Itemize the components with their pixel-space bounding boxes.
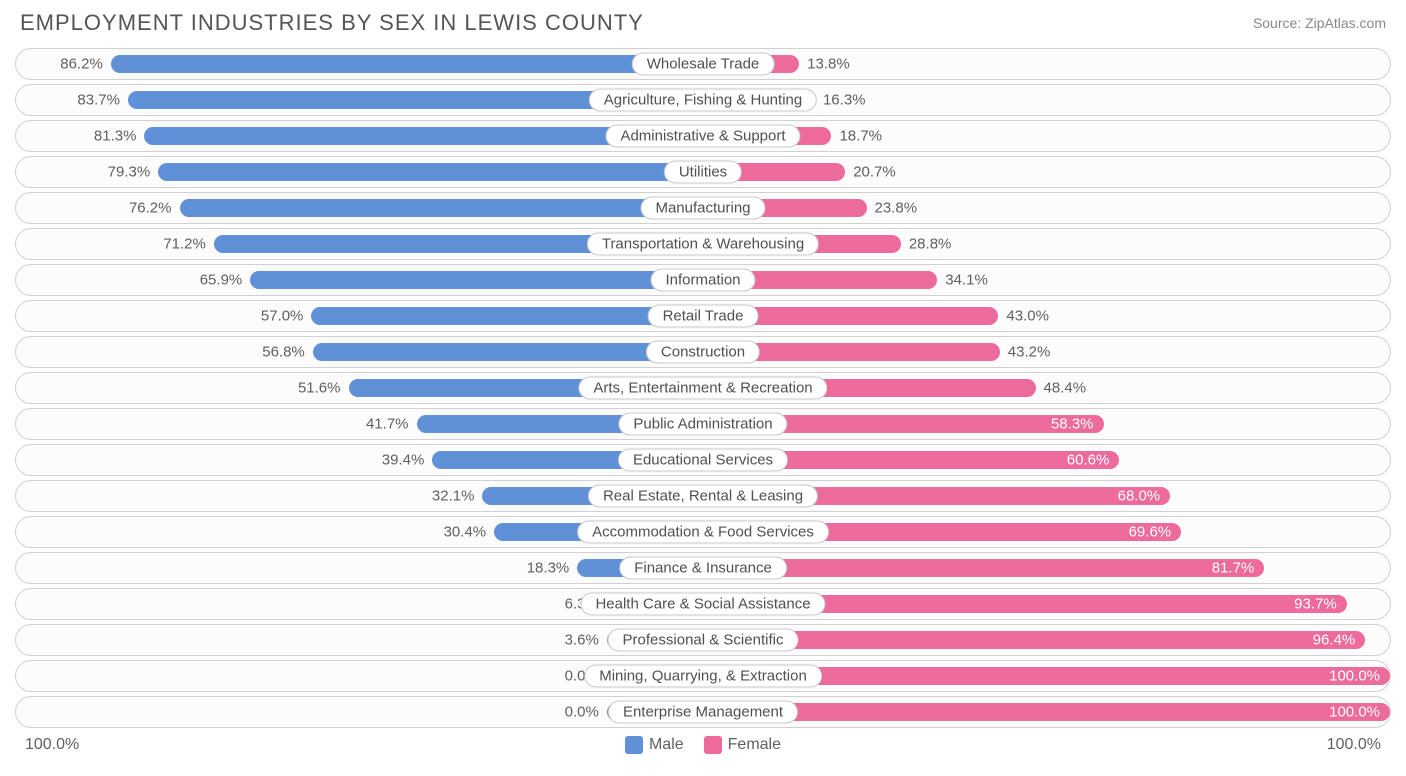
legend-item-male: Male: [625, 736, 684, 754]
chart-row: 32.1% 68.0% Real Estate, Rental & Leasing: [15, 480, 1391, 512]
female-swatch: [704, 736, 722, 754]
female-percent-label: 100.0%: [1329, 668, 1390, 685]
category-label: Retail Trade: [648, 305, 759, 328]
chart-source: Source: ZipAtlas.com: [1253, 15, 1386, 31]
chart-row: 0.0% 100.0% Enterprise Management: [15, 696, 1391, 728]
chart-header: EMPLOYMENT INDUSTRIES BY SEX IN LEWIS CO…: [15, 10, 1391, 36]
category-label: Public Administration: [618, 413, 787, 436]
male-bar: [313, 343, 703, 361]
male-bar: [311, 307, 703, 325]
male-bar: [250, 271, 703, 289]
legend-male-label: Male: [649, 736, 684, 754]
female-percent-label: 60.6%: [1067, 452, 1120, 469]
chart-row: 39.4% 60.6% Educational Services: [15, 444, 1391, 476]
chart-row: 83.7% 16.3%Agriculture, Fishing & Hunting: [15, 84, 1391, 116]
female-bar: [703, 703, 1390, 721]
category-label: Administrative & Support: [605, 125, 800, 148]
chart-row: 51.6% 48.4% Arts, Entertainment & Recreati…: [15, 372, 1391, 404]
legend-female-label: Female: [728, 736, 781, 754]
chart-area: 86.2% 13.8% Wholesale Trade 83.7% 16.3%Agric…: [15, 48, 1391, 728]
category-label: Utilities: [664, 161, 742, 184]
female-percent-label: 81.7%: [1212, 560, 1265, 577]
category-label: Mining, Quarrying, & Extraction: [584, 665, 822, 688]
female-percent-label: 43.2%: [1000, 344, 1051, 361]
category-label: Manufacturing: [640, 197, 765, 220]
female-percent-label: 20.7%: [845, 164, 896, 181]
male-percent-label: 0.0%: [565, 704, 607, 721]
chart-row: 6.3%93.7%Health Care & Social Assistance: [15, 588, 1391, 620]
female-percent-label: 100.0%: [1329, 704, 1390, 721]
category-label: Wholesale Trade: [632, 53, 775, 76]
male-percent-label: 83.7%: [77, 92, 128, 109]
chart-row: 41.7% 58.3% Public Administration: [15, 408, 1391, 440]
chart-row: 56.8% 43.2% Construction: [15, 336, 1391, 368]
category-label: Educational Services: [618, 449, 788, 472]
female-bar: [703, 631, 1365, 649]
female-percent-label: 69.6%: [1129, 524, 1182, 541]
male-percent-label: 79.3%: [108, 164, 159, 181]
category-label: Transportation & Warehousing: [587, 233, 819, 256]
legend-item-female: Female: [704, 736, 781, 754]
category-label: Information: [650, 269, 755, 292]
axis-left-label: 100.0%: [25, 736, 79, 754]
axis-right-label: 100.0%: [1327, 736, 1381, 754]
chart-title: EMPLOYMENT INDUSTRIES BY SEX IN LEWIS CO…: [20, 10, 644, 36]
chart-row: 76.2% 23.8% Manufacturing: [15, 192, 1391, 224]
male-percent-label: 71.2%: [163, 236, 214, 253]
female-bar: [703, 559, 1264, 577]
female-percent-label: 23.8%: [867, 200, 918, 217]
chart-row: 79.3% 20.7% Utilities: [15, 156, 1391, 188]
chart-row: 86.2% 13.8% Wholesale Trade: [15, 48, 1391, 80]
male-percent-label: 41.7%: [366, 416, 417, 433]
male-percent-label: 3.6%: [565, 632, 607, 649]
female-percent-label: 18.7%: [831, 128, 882, 145]
male-percent-label: 51.6%: [298, 380, 349, 397]
female-percent-label: 16.3%: [815, 92, 866, 109]
legend: Male Female: [625, 736, 781, 754]
male-percent-label: 86.2%: [60, 56, 111, 73]
female-percent-label: 58.3%: [1051, 416, 1104, 433]
male-percent-label: 30.4%: [444, 524, 495, 541]
chart-row: 30.4% 69.6% Accommodation & Food Services: [15, 516, 1391, 548]
category-label: Arts, Entertainment & Recreation: [578, 377, 827, 400]
female-percent-label: 13.8%: [799, 56, 850, 73]
male-percent-label: 65.9%: [200, 272, 251, 289]
female-percent-label: 48.4%: [1036, 380, 1087, 397]
category-label: Construction: [646, 341, 760, 364]
male-percent-label: 81.3%: [94, 128, 145, 145]
female-percent-label: 68.0%: [1118, 488, 1171, 505]
male-bar: [111, 55, 703, 73]
female-percent-label: 93.7%: [1294, 596, 1347, 613]
category-label: Real Estate, Rental & Leasing: [588, 485, 818, 508]
chart-row: 3.6% 96.4% Professional & Scientific: [15, 624, 1391, 656]
male-bar: [180, 199, 703, 217]
male-bar: [158, 163, 703, 181]
chart-row: 65.9% 34.1% Information: [15, 264, 1391, 296]
category-label: Enterprise Management: [608, 701, 798, 724]
male-percent-label: 39.4%: [382, 452, 433, 469]
male-percent-label: 57.0%: [261, 308, 312, 325]
chart-row: 57.0% 43.0% Retail Trade: [15, 300, 1391, 332]
category-label: Agriculture, Fishing & Hunting: [589, 89, 817, 112]
chart-footer: 100.0% Male Female 100.0%: [15, 736, 1391, 754]
female-percent-label: 96.4%: [1313, 632, 1366, 649]
chart-row: 18.3% 81.7% Finance & Insurance: [15, 552, 1391, 584]
male-percent-label: 56.8%: [262, 344, 313, 361]
category-label: Health Care & Social Assistance: [580, 593, 825, 616]
male-percent-label: 76.2%: [129, 200, 180, 217]
female-percent-label: 34.1%: [937, 272, 988, 289]
chart-row: 81.3% 18.7% Administrative & Support: [15, 120, 1391, 152]
category-label: Finance & Insurance: [619, 557, 787, 580]
female-percent-label: 43.0%: [998, 308, 1049, 325]
chart-row: 0.0%100.0%Mining, Quarrying, & Extractio…: [15, 660, 1391, 692]
male-percent-label: 18.3%: [527, 560, 578, 577]
female-percent-label: 28.8%: [901, 236, 952, 253]
category-label: Professional & Scientific: [608, 629, 799, 652]
male-swatch: [625, 736, 643, 754]
category-label: Accommodation & Food Services: [577, 521, 829, 544]
male-percent-label: 32.1%: [432, 488, 483, 505]
chart-row: 71.2% 28.8% Transportation & Warehousing: [15, 228, 1391, 260]
